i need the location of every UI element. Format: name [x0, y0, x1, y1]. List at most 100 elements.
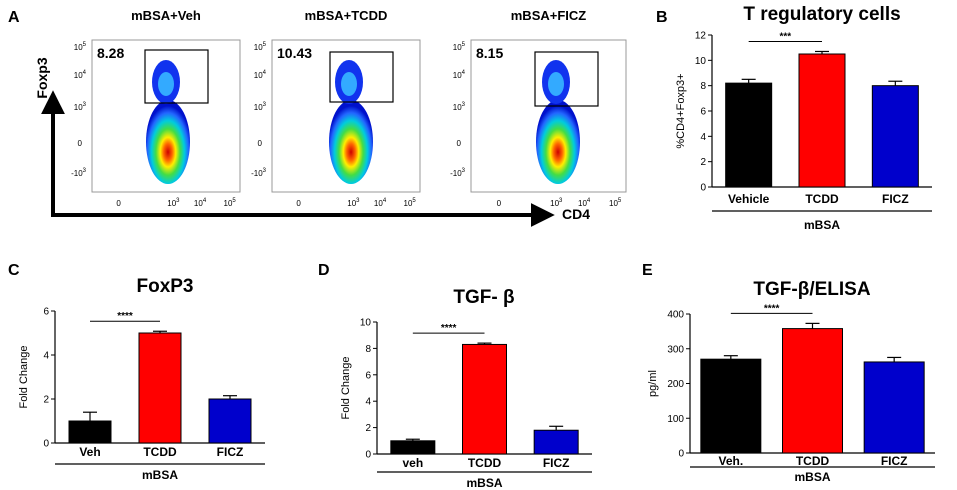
category-label: FICZ: [543, 456, 570, 470]
flow-x-tick-label: 105: [404, 198, 417, 208]
panel-letter-e: E: [642, 262, 653, 279]
density-blob: [536, 60, 580, 184]
bar-tcdd: [798, 53, 846, 188]
flow-plot-3: mBSA+FICZ 105 104 103 0 -103 0 103 104 105 8.15: [450, 8, 627, 208]
chart-title: TGF-β/ELISA: [753, 279, 870, 300]
category-label: TCDD: [805, 192, 839, 206]
y-tick-label: 400: [667, 310, 684, 321]
y-tick-label: 0: [678, 449, 684, 460]
chart-foxp3: FoxP3 0 2 4 6 Fold Change Veh TCDD FICZ **** mBSA: [18, 276, 265, 482]
flow-x-tick-label: 0: [296, 199, 301, 208]
flow-y-tick-label: 0: [457, 139, 462, 148]
cd4-axis-label: CD4: [562, 206, 590, 222]
category-label: Veh: [79, 445, 100, 459]
category-label: Vehicle: [728, 192, 770, 206]
y-tick-label: 0: [43, 439, 49, 450]
gate-box: [144, 49, 209, 104]
y-tick-label: 10: [695, 56, 707, 67]
group-label: mBSA: [142, 468, 178, 482]
y-tick-label: 2: [43, 395, 49, 406]
flow-y-tick-label: 103: [254, 102, 267, 112]
y-tick-label: 200: [667, 379, 684, 390]
gate-percentage: 8.28: [97, 45, 124, 61]
chart-title: TGF- β: [453, 287, 514, 308]
flow-plot-frame: [91, 39, 241, 193]
y-tick-label: 300: [667, 344, 684, 355]
panel-letter-a: A: [8, 9, 20, 26]
y-tick-label: 0: [365, 450, 371, 461]
y-tick-label: 2: [700, 157, 706, 168]
bar-tcdd: [462, 343, 507, 455]
y-tick-label: 6: [365, 370, 371, 381]
y-axis-label: %CD4+Foxp3+: [675, 73, 687, 148]
gate-box: [534, 51, 599, 107]
flow-plot-frame: [470, 39, 627, 193]
density-core: [146, 100, 190, 184]
flow-x-tick-label: 103: [167, 198, 180, 208]
density-core: [329, 100, 373, 184]
density-upper-inner: [548, 72, 564, 96]
significance-marker: ****: [441, 323, 457, 334]
flow-x-tick-label: 103: [550, 198, 563, 208]
flow-x-tick-label: 105: [224, 198, 237, 208]
category-label: FICZ: [881, 454, 908, 468]
y-axis-label: Fold Change: [18, 346, 30, 409]
chart-tgf-beta-elisa: TGF-β/ELISA 0 100 200 300 400 pg/ml Veh. TCDD FIC…: [647, 279, 935, 484]
chart-treg-cells: T regulatory cells 0 2 4 6 8 10 12 %CD4+Foxp3+ Ve…: [675, 4, 932, 232]
category-label: FICZ: [217, 445, 244, 459]
category-label: FICZ: [882, 192, 909, 206]
bar-veh: [390, 440, 436, 455]
group-label: mBSA: [466, 476, 502, 490]
gate-box: [329, 51, 394, 103]
category-label: TCDD: [468, 456, 502, 470]
flow-plot-title: mBSA+FICZ: [511, 8, 587, 23]
bar-ficz: [871, 85, 919, 188]
bar-tcdd: [782, 328, 843, 454]
bar-ficz: [533, 429, 579, 455]
flow-y-tick-label: 104: [453, 70, 466, 80]
y-tick-label: 100: [667, 414, 684, 425]
flow-plot-title: mBSA+Veh: [131, 8, 201, 23]
flow-plot-frame: [271, 39, 421, 193]
flow-x-tick-label: 104: [194, 198, 207, 208]
significance-marker: ****: [764, 303, 780, 314]
flow-y-tick-label: 0: [258, 139, 263, 148]
category-label: veh: [402, 456, 423, 470]
bar-vehicle: [725, 82, 773, 188]
panel-letter-c: C: [8, 262, 20, 279]
density-blob: [329, 60, 373, 184]
y-tick-label: 6: [700, 107, 706, 118]
flow-y-tick-label: 103: [74, 102, 87, 112]
chart-title: FoxP3: [136, 276, 193, 297]
group-label: mBSA: [794, 470, 830, 484]
gate-percentage: 8.15: [476, 45, 503, 61]
significance-marker: ****: [117, 311, 133, 322]
flow-y-tick-label: 105: [254, 42, 267, 52]
flow-y-tick-label: 104: [254, 70, 267, 80]
y-tick-label: 10: [360, 318, 372, 329]
density-blob: [146, 60, 190, 184]
flow-y-tick-label: 0: [78, 139, 83, 148]
flow-x-tick-label: 104: [578, 198, 591, 208]
flow-y-tick-label: -103: [251, 168, 267, 178]
density-upper-inner: [341, 72, 357, 96]
y-tick-label: 8: [365, 344, 371, 355]
density-upper-inner: [158, 72, 174, 96]
panel-letter-b: B: [656, 9, 668, 26]
bar-veh: [700, 358, 762, 454]
y-tick-label: 6: [43, 307, 49, 318]
bar-ficz: [208, 398, 252, 444]
panel-letter-d: D: [318, 262, 330, 279]
flow-x-tick-label: 105: [609, 198, 622, 208]
flow-y-tick-label: -103: [450, 168, 466, 178]
flow-y-tick-label: 105: [453, 42, 466, 52]
bar-ficz: [863, 361, 925, 454]
bar-veh: [68, 420, 112, 444]
group-label: mBSA: [804, 218, 840, 232]
category-label: Veh.: [718, 454, 743, 468]
flow-y-tick-label: 103: [453, 102, 466, 112]
flow-y-tick-label: -103: [71, 168, 87, 178]
chart-title: T regulatory cells: [743, 4, 900, 25]
y-tick-label: 4: [365, 397, 371, 408]
